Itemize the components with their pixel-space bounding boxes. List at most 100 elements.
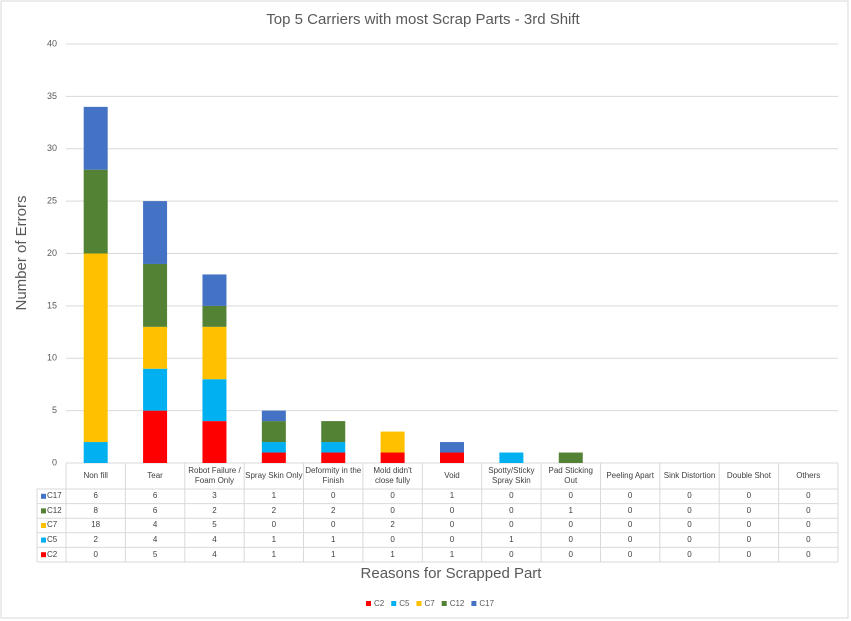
bar-segment (261, 452, 286, 463)
table-series-label: C7 (47, 520, 58, 530)
table-series-label: C2 (47, 549, 58, 559)
y-tick-label: 0 (52, 457, 57, 467)
table-value: 0 (568, 549, 573, 559)
legend-label: C17 (479, 599, 494, 608)
table-value: 0 (687, 549, 692, 559)
table-value: 0 (806, 549, 811, 559)
bar-segment (321, 452, 346, 463)
table-series-label: C17 (47, 491, 62, 501)
table-value: 6 (152, 505, 158, 515)
table-value: 2 (271, 505, 277, 515)
table-value: 1 (271, 549, 277, 559)
bar-segment (143, 201, 168, 264)
legend-label: C7 (424, 599, 435, 608)
table-value: 0 (687, 491, 692, 501)
table-legend-key (41, 523, 46, 528)
bar-segment (202, 421, 227, 463)
bar-segment (202, 379, 227, 422)
bar-segment (83, 253, 108, 443)
table-value: 0 (271, 520, 277, 530)
table-category-label: Non fill (83, 471, 108, 480)
table-value: 0 (627, 505, 633, 515)
table-value: 0 (509, 549, 514, 559)
table-value: 0 (330, 520, 336, 530)
bar-segment (202, 305, 227, 327)
table-value: 2 (330, 505, 336, 515)
table-value: 0 (449, 535, 455, 545)
table-category-label: Sink Distortion (663, 471, 716, 480)
bar-segment (321, 421, 346, 443)
y-tick-label: 20 (47, 248, 57, 258)
table-value: 0 (627, 535, 633, 545)
table-value: 0 (449, 520, 455, 530)
bar-segment (202, 274, 227, 306)
legend-swatch (366, 601, 371, 606)
table-value: 0 (568, 535, 573, 545)
bar-segment (143, 410, 168, 463)
table-value: 1 (390, 549, 395, 559)
table-value: 2 (212, 505, 217, 515)
table-legend-key (41, 552, 46, 558)
table-value: 0 (687, 535, 692, 545)
y-tick-label: 35 (47, 91, 57, 101)
table-legend-key (41, 508, 46, 514)
table-value: 0 (509, 505, 514, 515)
table-value: 2 (93, 535, 98, 545)
table-series-label: C12 (47, 505, 62, 515)
table-value: 0 (746, 505, 752, 515)
y-tick-label: 10 (47, 353, 57, 363)
table-value: 0 (627, 549, 633, 559)
bar-segment (83, 442, 108, 463)
table-value: 0 (687, 520, 692, 530)
table-value: 6 (152, 491, 158, 501)
table-value: 18 (91, 520, 101, 530)
y-tick-label: 30 (47, 143, 57, 153)
bar-segment (440, 442, 464, 453)
chart-title: Top 5 Carriers with most Scrap Parts - 3… (266, 11, 580, 28)
table-value: 4 (152, 535, 158, 545)
table-legend-key (41, 493, 46, 499)
table-category-label: Peeling Apart (606, 471, 654, 480)
table-value: 0 (509, 491, 514, 501)
table-value: 6 (93, 491, 98, 501)
bar-segment (558, 452, 583, 463)
table-category-label: Double Shot (726, 471, 771, 480)
table-category-label: Mold didn't close fully (373, 466, 412, 485)
table-value: 1 (271, 535, 277, 545)
table-value: 1 (449, 549, 455, 559)
bar-segment (261, 410, 286, 422)
bar-segment (261, 421, 286, 443)
table-value: 3 (212, 491, 217, 501)
table-value: 5 (212, 520, 217, 530)
table-value: 0 (687, 505, 692, 515)
legend-label: C12 (450, 599, 465, 608)
legend-swatch (471, 601, 477, 606)
table-value: 1 (330, 535, 336, 545)
bar-segment (380, 431, 405, 453)
table-value: 0 (746, 491, 752, 501)
table-value: 0 (806, 491, 811, 501)
table-category-label: Void (444, 471, 460, 480)
table-series-label: C5 (47, 535, 58, 545)
bar-segment (440, 452, 464, 463)
table-value: 0 (449, 505, 455, 515)
bar-segment (321, 442, 346, 453)
table-category-label: Pad Sticking Out (548, 466, 593, 485)
table-value: 0 (509, 520, 514, 530)
table-value: 5 (152, 549, 158, 559)
y-tick-label: 25 (47, 196, 57, 206)
legend-label: C2 (374, 599, 385, 608)
table-value: 0 (746, 549, 752, 559)
bar-segment (143, 326, 168, 369)
table-category-label: Deformity in the Finish (305, 466, 362, 485)
table-value: 0 (627, 491, 633, 501)
table-value: 0 (390, 505, 395, 515)
table-value: 4 (152, 520, 158, 530)
table-legend-key (41, 537, 46, 543)
legend-label: C5 (399, 599, 410, 608)
table-value: 0 (390, 535, 395, 545)
bar-segment (499, 452, 524, 463)
table-category-label: Tear (147, 471, 163, 480)
